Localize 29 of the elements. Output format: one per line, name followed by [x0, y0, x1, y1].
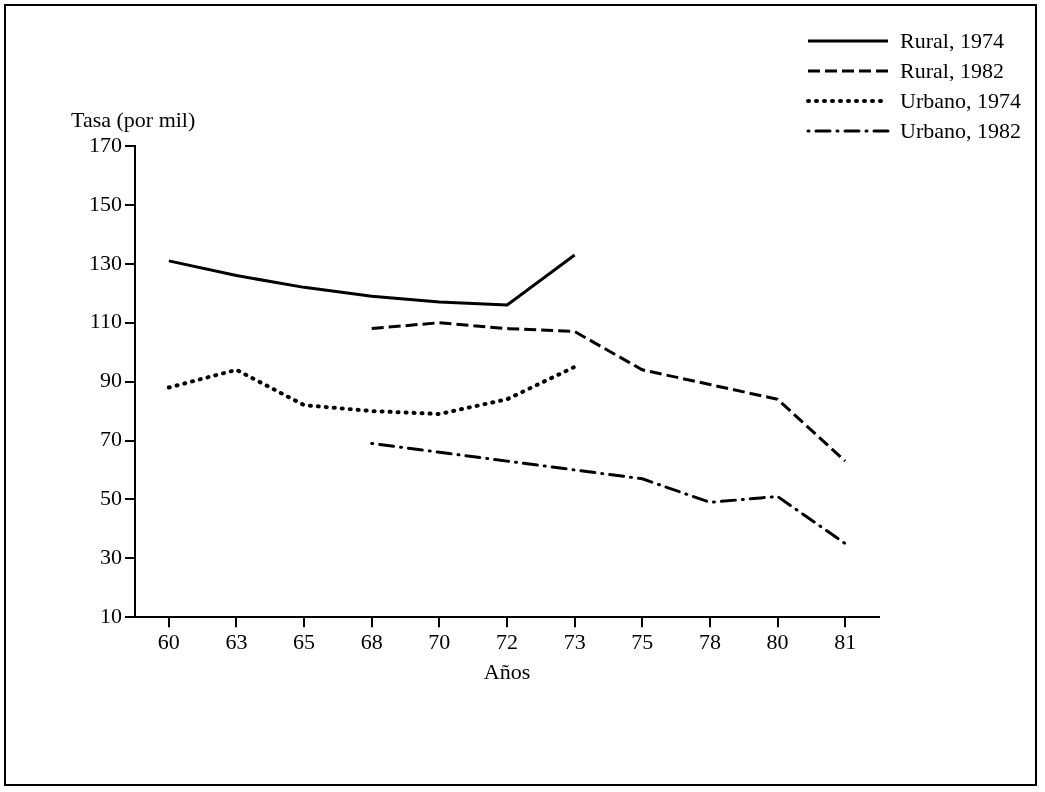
x-tick-label: 72: [496, 629, 518, 655]
x-tick-label: 63: [225, 629, 248, 655]
y-tick-label: 90: [100, 367, 122, 393]
x-tick-label: 68: [360, 629, 383, 655]
y-tick-label: 10: [100, 602, 122, 628]
y-tick-label: 70: [100, 426, 122, 452]
line-series: [370, 441, 847, 546]
x-tick-label: 78: [698, 629, 721, 655]
x-tick-label: 65: [293, 629, 316, 655]
line-series: [166, 364, 577, 416]
x-tick-label: 80: [766, 629, 789, 655]
y-tick-label: 30: [100, 544, 122, 570]
legend-label: Urbano, 1982: [900, 117, 1021, 145]
x-axis-title: Años: [483, 658, 531, 684]
x-tick-label: 73: [563, 629, 586, 655]
y-tick-label: 110: [89, 308, 122, 334]
line-series: [370, 321, 847, 463]
y-tick-label: 150: [89, 190, 122, 216]
y-tick-label: 170: [89, 131, 122, 157]
y-tick-label: 130: [89, 249, 122, 275]
x-tick-label: 75: [631, 629, 654, 655]
x-tick-label: 81: [834, 629, 857, 655]
x-tick-label: 70: [428, 629, 451, 655]
legend-label: Urbano, 1974: [900, 87, 1021, 115]
y-tick-label: 50: [100, 485, 122, 511]
y-axis-title: Tasa (por mil): [71, 106, 196, 132]
x-tick-label: 60: [157, 629, 180, 655]
legend-label: Rural, 1974: [900, 27, 1004, 55]
legend-label: Rural, 1982: [900, 57, 1004, 85]
